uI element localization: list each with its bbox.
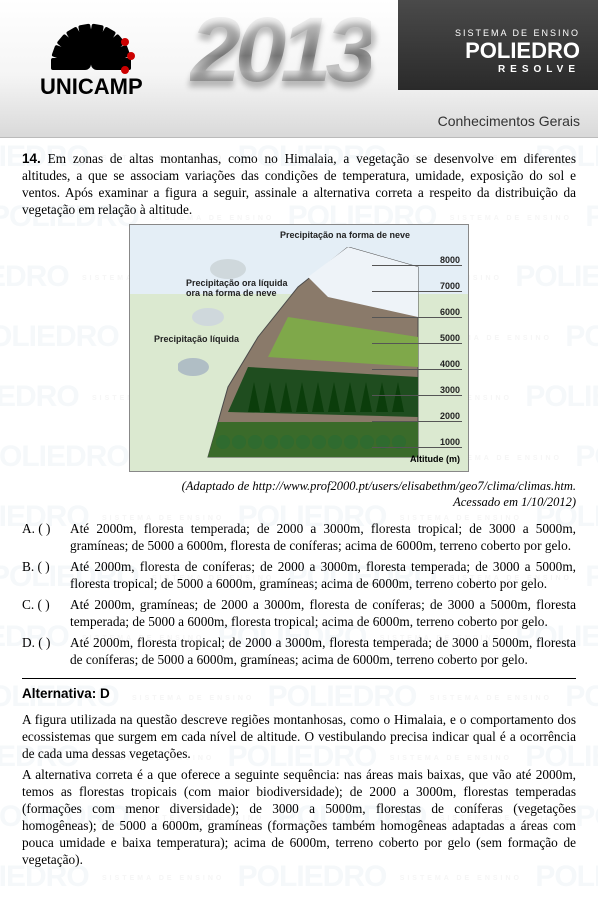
figure-caption: (Adaptado de http://www.prof2000.pt/user… [22, 478, 576, 510]
subject-label: Conhecimentos Gerais [438, 113, 580, 129]
altitude-tick-label: 2000 [440, 411, 460, 423]
poliedro-brand: SISTEMA DE ENSINO POLIEDRO RESOLVE [455, 28, 580, 75]
content-area: 14. Em zonas de altas montanhas, como no… [0, 138, 598, 880]
question-stem: 14. Em zonas de altas montanhas, como no… [22, 150, 576, 218]
option-text: Até 2000m, floresta temperada; de 2000 a… [70, 520, 576, 554]
year-2013: 2013 [190, 0, 371, 103]
unicamp-logo: UNICAMP [40, 8, 143, 100]
figure-callout: Precipitação ora líquidaora na forma de … [186, 279, 288, 299]
altitude-axis-title: Altitude (m) [410, 454, 460, 466]
caption-line2: Acessado em 1/10/2012) [453, 495, 576, 509]
option-text: Até 2000m, floresta de coníferas; de 200… [70, 558, 576, 592]
fan-dot [121, 66, 129, 74]
explanation-paragraph: A figura utilizada na questão descreve r… [22, 711, 576, 762]
option-text: Até 2000m, gramíneas; de 2000 a 3000m, f… [70, 596, 576, 630]
poliedro-name: POLIEDRO [455, 38, 580, 64]
option-letter: C. ( ) [22, 596, 70, 630]
poliedro-resolve: RESOLVE [455, 64, 580, 75]
fan-dot [121, 38, 129, 46]
altitude-tick-label: 5000 [440, 333, 460, 345]
altitude-tick-label: 7000 [440, 281, 460, 293]
altitude-tick-label: 1000 [440, 437, 460, 449]
poliedro-sistema: SISTEMA DE ENSINO [455, 28, 580, 38]
option-text: Até 2000m, floresta tropical; de 2000 a … [70, 634, 576, 668]
option-row: A. ( ) Até 2000m, floresta temperada; de… [22, 520, 576, 554]
explanation-paragraph: A alternativa correta é a que oferece a … [22, 766, 576, 868]
answer-explanation: A figura utilizada na questão descreve r… [22, 711, 576, 868]
question-number: 14. [22, 151, 41, 166]
altitude-tick-label: 4000 [440, 359, 460, 371]
unicamp-name: UNICAMP [40, 74, 143, 100]
figure-container: 8000 7000 6000 5000 4000 3000 2000 1000 Altitude… [22, 224, 576, 476]
options-list: A. ( ) Até 2000m, floresta temperada; de… [22, 520, 576, 668]
option-row: D. ( ) Até 2000m, floresta tropical; de … [22, 634, 576, 668]
altitude-tick-label: 6000 [440, 307, 460, 319]
altitude-tick-label: 3000 [440, 385, 460, 397]
altitude-tick-label: 8000 [440, 255, 460, 267]
altitude-figure: 8000 7000 6000 5000 4000 3000 2000 1000 Altitude… [129, 224, 469, 472]
option-row: C. ( ) Até 2000m, gramíneas; de 2000 a 3… [22, 596, 576, 630]
figure-callout: Precipitação líquida [154, 335, 239, 345]
answer-label: Alternativa: D [22, 685, 576, 702]
option-letter: D. ( ) [22, 634, 70, 668]
page-header: UNICAMP 2013 SISTEMA DE ENSINO POLIEDRO … [0, 0, 598, 138]
option-row: B. ( ) Até 2000m, floresta de coníferas;… [22, 558, 576, 592]
question-text: Em zonas de altas montanhas, como no Him… [22, 151, 576, 217]
caption-line1: (Adaptado de http://www.prof2000.pt/user… [182, 479, 576, 493]
option-letter: B. ( ) [22, 558, 70, 592]
unicamp-fan-icon [49, 8, 133, 70]
fan-dot [127, 52, 135, 60]
figure-callout: Precipitação na forma de neve [280, 231, 410, 241]
divider [22, 678, 576, 679]
option-letter: A. ( ) [22, 520, 70, 554]
